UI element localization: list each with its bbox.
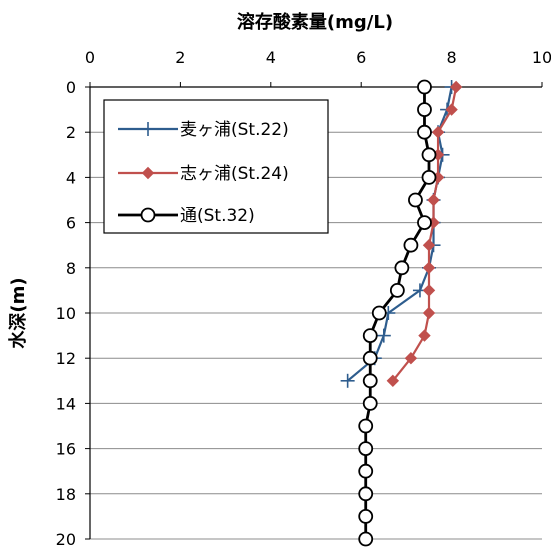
- y-tick-label: 0: [66, 78, 76, 97]
- data-point: [340, 373, 355, 388]
- chart-title: 溶存酸素量(mg/L): [237, 11, 393, 33]
- y-tick-label: 20: [56, 530, 76, 549]
- data-point: [422, 261, 436, 275]
- data-point: [421, 147, 437, 163]
- legend-item: 麦ヶ浦(St.22): [118, 120, 289, 140]
- y-tick-label: 2: [66, 123, 76, 142]
- series-layer: [340, 79, 463, 547]
- legend-label: 志ヶ浦(St.24): [180, 164, 289, 184]
- data-point: [362, 395, 378, 411]
- x-tick-label: 0: [85, 48, 95, 67]
- legend-label: 通(St.32): [180, 206, 255, 226]
- data-point: [422, 238, 436, 252]
- legend-box: [103, 99, 329, 234]
- x-tick-label: 10: [532, 48, 551, 67]
- y-axis-label: 水深(m): [7, 277, 29, 348]
- y-tick-label: 4: [66, 168, 76, 187]
- data-point: [358, 463, 374, 479]
- x-tick-label: 4: [266, 48, 276, 67]
- legend-marker: [141, 166, 155, 180]
- series-3: [358, 79, 437, 547]
- data-point: [417, 124, 432, 140]
- y-tick-label: 8: [66, 259, 76, 278]
- data-point: [421, 169, 437, 185]
- data-point: [358, 486, 374, 502]
- legend-item: 通(St.32): [118, 206, 255, 226]
- data-point: [394, 260, 410, 276]
- x-tick-label: 6: [356, 48, 366, 67]
- y-tick-label: 10: [56, 304, 76, 323]
- x-tick-label: 2: [175, 48, 185, 67]
- data-point: [376, 328, 391, 343]
- data-point: [449, 80, 463, 94]
- data-point: [358, 418, 374, 434]
- data-point: [422, 284, 436, 297]
- y-tick-label: 18: [56, 485, 76, 504]
- y-tick-label: 14: [56, 394, 76, 413]
- legend-marker: [141, 122, 155, 136]
- data-point: [417, 102, 432, 117]
- data-point: [371, 305, 387, 321]
- data-point: [417, 215, 432, 231]
- data-point: [418, 329, 431, 342]
- y-tick-label: 6: [66, 214, 76, 233]
- data-point: [389, 282, 405, 298]
- legend-marker: [140, 207, 156, 223]
- y-tick-label: 12: [56, 349, 76, 368]
- data-point: [404, 351, 418, 365]
- x-tick-label: 8: [447, 48, 457, 67]
- y-tick-label: 16: [56, 440, 76, 459]
- data-point: [358, 509, 374, 524]
- legend-item: 志ヶ浦(St.24): [118, 164, 289, 184]
- data-point: [403, 237, 419, 253]
- data-point: [386, 374, 400, 388]
- legend: 麦ヶ浦(St.22) 志ヶ浦(St.24) 通(St.32): [103, 99, 329, 234]
- data-point: [431, 125, 445, 139]
- data-point: [362, 350, 378, 366]
- data-point: [362, 328, 378, 344]
- data-point: [417, 79, 432, 95]
- data-point: [427, 193, 440, 207]
- data-point: [408, 192, 423, 208]
- data-point: [422, 306, 436, 320]
- series-2: [386, 80, 463, 388]
- data-point: [445, 103, 458, 116]
- data-point: [362, 373, 378, 389]
- axis-layer: 0 2 4 6 8 10 12 14 16 18 20 0 2 4 6 8 10: [56, 48, 551, 549]
- data-point: [358, 441, 374, 457]
- data-point: [358, 531, 374, 547]
- legend-label: 麦ヶ浦(St.22): [180, 120, 289, 140]
